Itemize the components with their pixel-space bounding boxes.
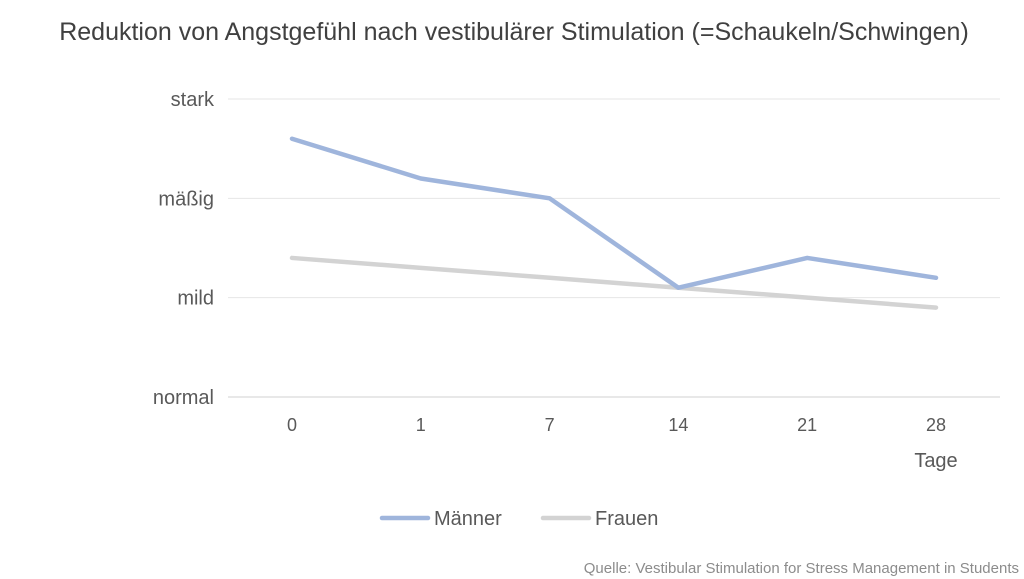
x-tick-label: 1	[416, 415, 426, 435]
series-line-maenner	[289, 136, 939, 290]
source-note: Quelle: Vestibular Stimulation for Stres…	[584, 560, 1019, 577]
legend: Männer Frauen	[379, 508, 658, 530]
x-axis-tick-labels: 0 1 7 14 21 28	[287, 415, 946, 435]
y-tick-label: stark	[171, 89, 215, 111]
x-tick-label: 7	[545, 415, 555, 435]
y-tick-label: normal	[153, 387, 214, 409]
x-tick-label: 0	[287, 415, 297, 435]
y-axis-tick-labels: normal mild mäßig stark	[153, 89, 215, 409]
legend-label: Männer	[434, 508, 502, 530]
x-tick-label: 21	[797, 415, 817, 435]
y-tick-label: mild	[177, 288, 214, 310]
x-tick-label: 14	[668, 415, 688, 435]
chart-title: Reduktion von Angstgefühl nach vestibulä…	[59, 18, 969, 46]
gridlines	[228, 98, 1000, 398]
y-tick-label: mäßig	[158, 188, 214, 210]
series-lines	[289, 136, 939, 310]
x-tick-label: 28	[926, 415, 946, 435]
legend-label: Frauen	[595, 508, 658, 530]
series-line-frauen	[289, 255, 939, 310]
x-axis-title: Tage	[914, 450, 957, 472]
